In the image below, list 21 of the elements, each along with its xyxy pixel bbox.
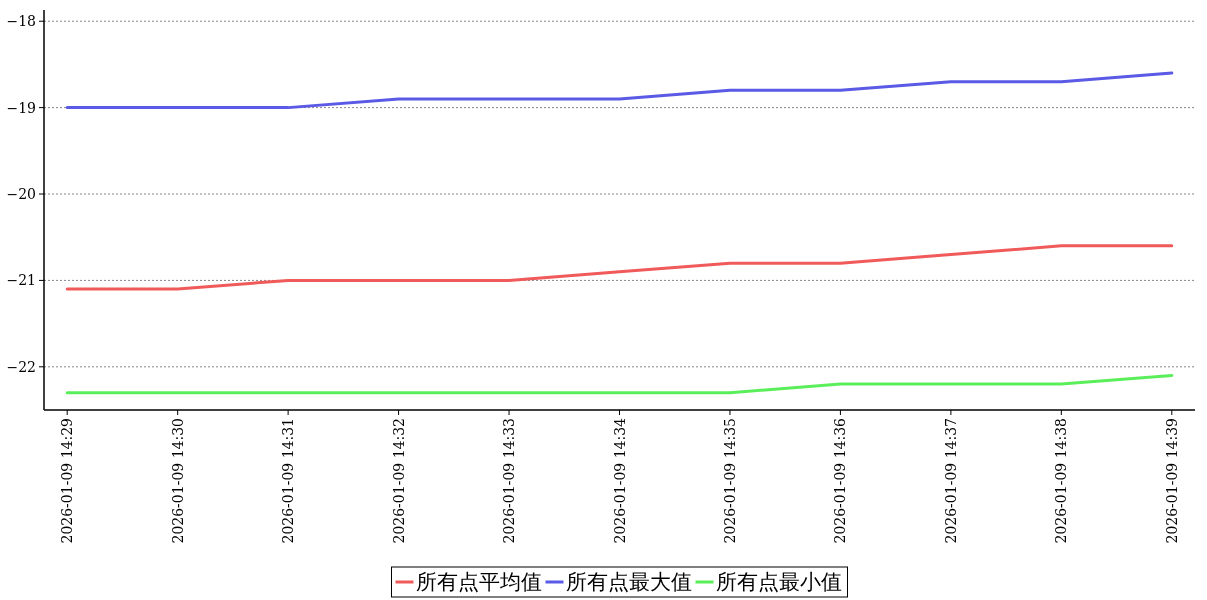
y-tick-label: −19 xyxy=(6,99,36,116)
line-series xyxy=(65,244,1174,291)
y-tick-label: −22 xyxy=(6,358,36,375)
x-tick-label: 2026-01-09 14:34 xyxy=(611,417,628,544)
legend-label: 所有点最小值 xyxy=(715,570,842,594)
x-tick-label: 2026-01-09 14:36 xyxy=(832,417,849,544)
legend-label: 所有点平均值 xyxy=(415,570,542,594)
x-tick-label: 2026-01-09 14:35 xyxy=(721,418,738,544)
x-tick-label: 2026-01-09 14:29 xyxy=(59,418,76,544)
x-tick-label: 2026-01-09 14:38 xyxy=(1053,418,1070,544)
x-tick-label: 2026-01-09 14:32 xyxy=(390,418,407,544)
x-tick-label: 2026-01-09 14:33 xyxy=(501,418,518,544)
x-tick-label: 2026-01-09 14:30 xyxy=(169,418,186,544)
x-tick-label: 2026-01-09 14:31 xyxy=(280,418,297,544)
x-tick-label: 2026-01-09 14:37 xyxy=(942,418,959,544)
y-tick-label: −18 xyxy=(6,13,36,30)
y-tick-label: −21 xyxy=(6,272,36,289)
x-tick-label: 2026-01-09 14:39 xyxy=(1163,418,1180,544)
legend-label: 所有点最大值 xyxy=(565,570,692,594)
line-series xyxy=(65,71,1174,110)
y-tick-label: −20 xyxy=(6,186,36,203)
